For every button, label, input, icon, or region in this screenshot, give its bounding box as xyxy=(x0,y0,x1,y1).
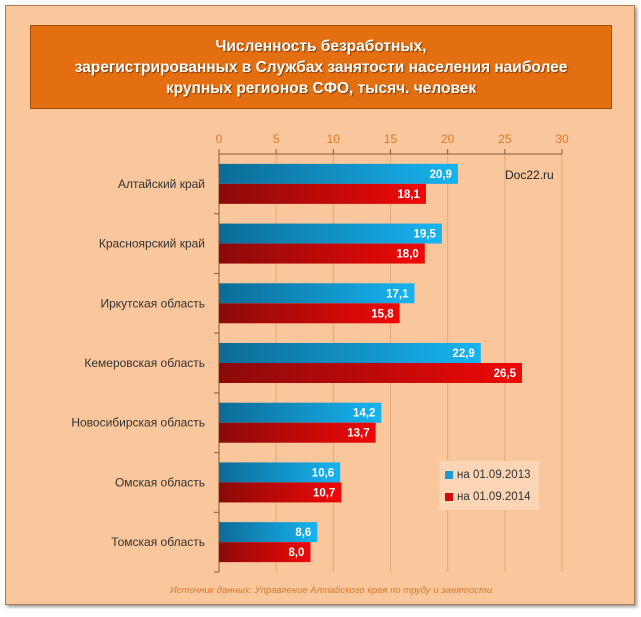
legend-item-2013: на 01.09.2013 xyxy=(439,465,539,485)
data-label: 15,8 xyxy=(371,308,394,320)
data-label: 26,5 xyxy=(494,368,517,380)
bar-2013 xyxy=(219,283,415,304)
chart-title: Численность безработных, зарегистрирован… xyxy=(30,25,612,109)
legend: на 01.09.2013 на 01.09.2014 xyxy=(439,461,539,510)
x-tick-label: 20 xyxy=(441,132,455,146)
bar-2014 xyxy=(219,542,311,563)
category-label: Иркутская область xyxy=(101,296,206,310)
data-label: 18,0 xyxy=(396,249,418,261)
bar-2014 xyxy=(219,303,400,324)
data-label: 10,7 xyxy=(313,487,335,499)
source-note: Источник данных: Управление Алтайского к… xyxy=(170,585,495,596)
title-line: зарегистрированных в Службах занятости н… xyxy=(74,58,568,76)
data-label: 22,9 xyxy=(452,348,474,360)
legend-label: на 01.09.2014 xyxy=(457,491,531,503)
data-label: 17,1 xyxy=(386,288,409,300)
bar-2013 xyxy=(219,402,382,423)
x-tick-label: 0 xyxy=(216,132,223,146)
data-label: 8,0 xyxy=(288,547,304,559)
data-label: 19,5 xyxy=(414,229,437,241)
title-line: крупных регионов СФО, тысяч. человек xyxy=(165,79,477,97)
category-label: Омская область xyxy=(115,475,205,489)
category-label: Алтайский край xyxy=(118,177,205,191)
bar-2014 xyxy=(219,482,342,503)
x-tick-label: 5 xyxy=(273,132,280,146)
data-label: 8,6 xyxy=(295,527,311,539)
bar-2014 xyxy=(219,422,376,443)
title-line: Численность безработных, xyxy=(215,37,427,55)
bar-2013 xyxy=(219,163,458,184)
bar-2013 xyxy=(219,462,341,483)
x-tick-label: 30 xyxy=(555,132,569,146)
bar-2013 xyxy=(219,343,481,363)
category-label: Томская область xyxy=(111,535,205,549)
legend-label: на 01.09.2013 xyxy=(457,469,531,481)
data-label: 14,2 xyxy=(353,408,375,420)
x-tick-label: 25 xyxy=(498,132,512,146)
bar-2014 xyxy=(219,363,522,383)
category-label: Кемеровская область xyxy=(84,356,205,370)
bar-2013 xyxy=(219,223,442,244)
bar-2014 xyxy=(219,243,425,264)
data-label: 18,1 xyxy=(398,189,421,201)
x-tick-label: 10 xyxy=(327,132,341,146)
data-label: 10,6 xyxy=(312,467,334,479)
watermark: Doc22.ru xyxy=(505,168,554,182)
data-label: 20,9 xyxy=(430,169,452,181)
legend-item-2014: на 01.09.2014 xyxy=(439,487,539,507)
legend-swatch xyxy=(445,471,453,479)
bar-2014 xyxy=(219,183,426,204)
bar-2013 xyxy=(219,522,318,543)
category-label: Красноярский край xyxy=(99,237,205,251)
x-tick-label: 15 xyxy=(384,132,398,146)
data-label: 13,7 xyxy=(347,428,369,440)
category-label: Новосибирская область xyxy=(71,416,205,430)
legend-swatch xyxy=(445,493,453,501)
